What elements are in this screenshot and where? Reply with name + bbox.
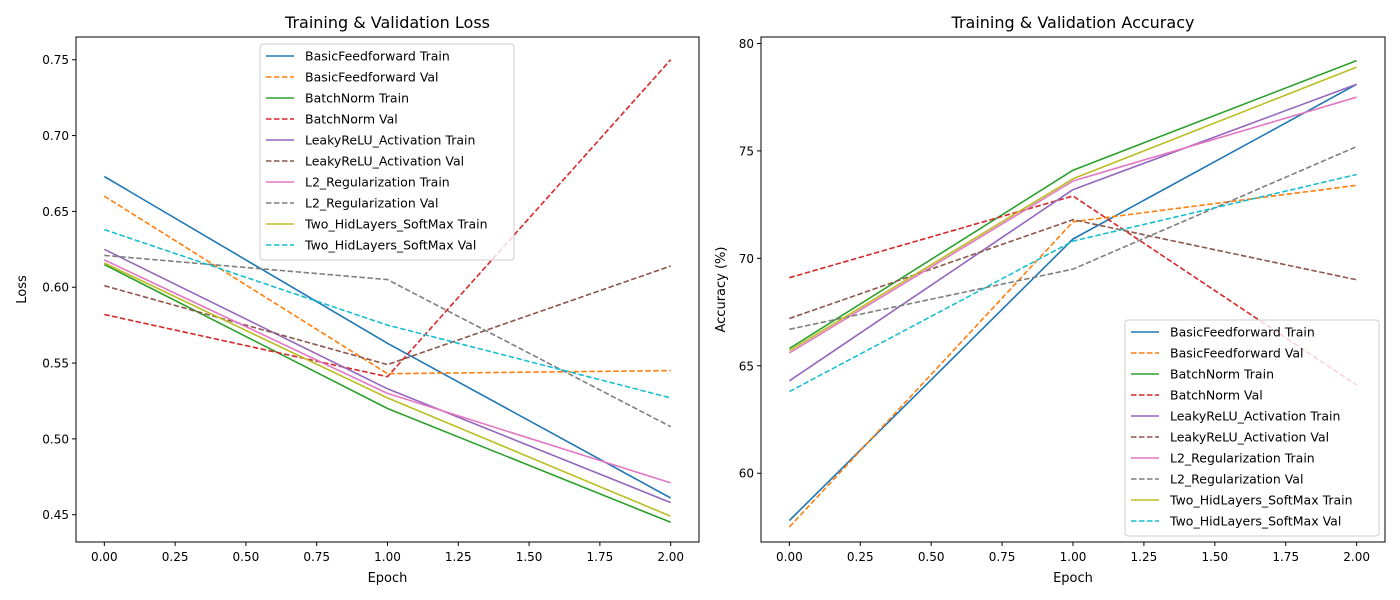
x-tick-label: 1.50 [516,550,543,564]
x-tick-label: 0.00 [91,550,118,564]
legend-label-two-hidlayers-softmax-val: Two_HidLayers_SoftMax Val [1169,514,1341,529]
legend-label-two-hidlayers-softmax-train: Two_HidLayers_SoftMax Train [1169,493,1353,508]
series-line-two-hidlayers-softmax-val [789,173,1357,393]
y-tick-label: 80 [739,37,754,51]
x-axis-label: Epoch [1053,571,1093,586]
y-tick-label: 0.45 [42,508,69,522]
legend-label-batchnorm-train: BatchNorm Train [1170,367,1274,382]
y-tick-label: 75 [739,144,754,158]
series-line-two-hidlayers-softmax-train [788,66,1357,352]
legend-label-l2-regularization-train: L2_Regularization Train [305,175,450,190]
legend-label-leakyrelu-activation-train: LeakyReLU_Activation Train [305,133,475,148]
y-axis-label: Loss [15,275,30,304]
chart-title: Training & Validation Accuracy [951,13,1195,32]
legend-label-l2-regularization-val: L2_Regularization Val [1170,472,1303,487]
legend-label-l2-regularization-train: L2_Regularization Train [1170,451,1315,466]
series-line-l2-regularization-train [788,96,1357,354]
y-tick-label: 0.70 [42,129,69,143]
y-tick-label: 0.75 [42,53,69,67]
series-line-two-hidlayers-softmax-val [104,228,671,399]
legend-label-basicfeedforward-train: BasicFeedforward Train [305,49,450,64]
series-line-leakyrelu-activation-val [789,218,1357,320]
x-tick-label: 1.25 [1131,550,1158,564]
x-tick-label: 2.00 [657,550,684,564]
legend-label-basicfeedforward-val: BasicFeedforward Val [1170,346,1304,361]
series-line-l2-regularization-val [789,145,1357,331]
chart-title: Training & Validation Loss [284,13,490,32]
legend-label-l2-regularization-val: L2_Regularization Val [305,196,438,211]
series-line-basicfeedforward-val [788,184,1357,528]
y-tick-label: 0.65 [42,205,69,219]
legend-label-leakyrelu-activation-val: LeakyReLU_Activation Val [305,154,464,169]
y-tick-label: 0.50 [42,432,69,446]
loss-chart: Training & Validation Loss Epoch Loss 0.00 0… [15,13,700,586]
series-line-l2-regularization-train [103,259,671,484]
series-line-basicfeedforward-train [788,83,1357,522]
series-line-basicfeedforward-val [103,195,671,375]
legend-box [1124,319,1380,537]
y-axis-label: Accuracy (%) [714,247,729,333]
accuracy-chart: Training & Validation Accuracy Epoch Accur… [714,13,1386,586]
series-line-batchnorm-train [788,59,1357,350]
plot-frame [760,36,1386,543]
y-tick-label: 65 [739,359,754,373]
legend-label-batchnorm-train: BatchNorm Train [305,91,409,106]
legend-label-two-hidlayers-softmax-val: Two_HidLayers_SoftMax Val [304,238,476,253]
legend-label-basicfeedforward-train: BasicFeedforward Train [1170,325,1315,340]
legend-label-leakyrelu-activation-train: LeakyReLU_Activation Train [1170,409,1340,424]
y-tick-label: 60 [739,467,754,481]
x-tick-label: 2.00 [1343,550,1370,564]
x-tick-label: 1.75 [1272,550,1299,564]
legend-label-batchnorm-val: BatchNorm Val [1170,388,1263,403]
series-line-leakyrelu-activation-train [103,248,671,504]
series-line-leakyrelu-activation-train [788,83,1357,382]
series-line-two-hidlayers-softmax-train [103,262,672,517]
legend-box [259,43,515,261]
y-tick-label: 70 [739,252,754,266]
x-tick-label: 0.25 [162,550,189,564]
x-tick-label: 0.00 [776,550,803,564]
x-tick-label: 1.25 [445,550,472,564]
x-tick-label: 0.75 [303,550,330,564]
x-tick-label: 0.50 [233,550,260,564]
legend-label-basicfeedforward-val: BasicFeedforward Val [305,70,439,85]
legend-label-batchnorm-val: BatchNorm Val [305,112,398,127]
legend-label-two-hidlayers-softmax-train: Two_HidLayers_SoftMax Train [304,217,488,232]
x-tick-label: 0.50 [918,550,945,564]
x-tick-label: 1.50 [1201,550,1228,564]
x-tick-label: 1.00 [1060,550,1087,564]
x-tick-label: 1.00 [374,550,401,564]
series-line-batchnorm-val [104,59,672,378]
y-tick-label: 0.55 [42,357,69,371]
legend-label-leakyrelu-activation-val: LeakyReLU_Activation Val [1170,430,1329,445]
series-line-basicfeedforward-train [103,175,672,499]
plot-frame [75,36,700,543]
y-tick-label: 0.60 [42,281,69,295]
x-axis-label: Epoch [368,571,408,586]
series-line-l2-regularization-val [104,254,672,428]
series-line-leakyrelu-activation-val [104,265,671,366]
x-tick-label: 0.25 [847,550,874,564]
x-tick-label: 1.75 [587,550,614,564]
x-tick-label: 0.75 [989,550,1016,564]
